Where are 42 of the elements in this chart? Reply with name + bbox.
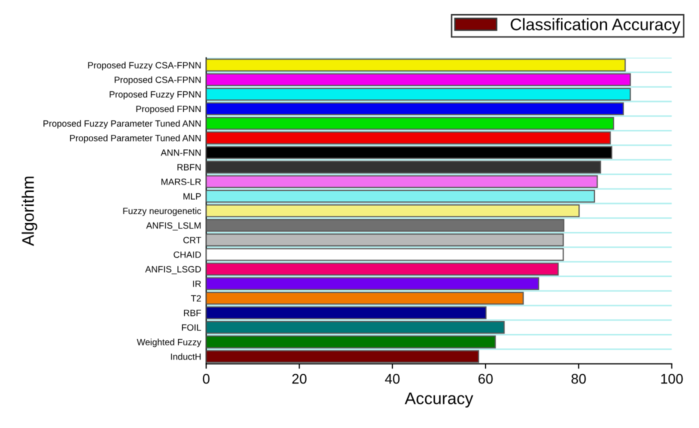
x-tick-label: 40 [385, 374, 400, 384]
bar [206, 306, 487, 320]
bar [206, 116, 614, 130]
y-tick-label: FOIL [182, 324, 202, 331]
y-tick-label: IR [193, 280, 201, 287]
y-tick-label: T2 [191, 295, 201, 302]
x-tick-label: 0 [202, 374, 210, 384]
y-tick-label: RBF [184, 310, 201, 316]
y-axis-title: Algorithm [22, 176, 38, 246]
bar [206, 175, 598, 188]
bar [206, 204, 580, 218]
y-tick-label: Proposed CSA-FPNN [114, 76, 201, 85]
legend-label: Classification Accuracy [510, 18, 680, 34]
y-tick-label: ANN-FNN [160, 150, 201, 156]
x-axis-title: Accuracy [404, 392, 474, 408]
x-tick-label: 100 [661, 374, 683, 384]
y-tick-label: Proposed Fuzzy FPNN [110, 90, 201, 100]
y-tick-label: CHAID [174, 251, 201, 258]
y-tick-label: ANFIS_LSLM [146, 222, 201, 230]
bar [206, 190, 596, 203]
y-tick-label: ANFIS_LSGD [145, 266, 201, 274]
y-tick-label: Proposed Fuzzy CSA-FPNN [88, 62, 201, 70]
x-tick-label: 60 [478, 374, 493, 384]
bar [206, 58, 626, 72]
y-tick-label: Fuzzy neurogenetic [123, 208, 202, 216]
y-tick-label: MLP [184, 193, 201, 200]
y-tick-label: CRT [183, 236, 202, 244]
y-tick-label: MARS-LR [161, 178, 201, 186]
y-tick-label: Proposed FPNN [136, 106, 201, 114]
y-tick-label: Weighted Fuzzy [136, 338, 202, 348]
x-tick-label: 20 [292, 374, 306, 384]
y-tick-label: RBFN [178, 164, 201, 170]
x-tick-label: 80 [572, 374, 586, 384]
bar [206, 292, 524, 305]
bar [206, 73, 631, 86]
bar [206, 218, 564, 232]
bar [206, 277, 540, 290]
y-tick-label: Proposed Fuzzy Parameter Tuned ANN [44, 120, 201, 128]
bar [206, 102, 624, 116]
y-tick-label: InductH [171, 353, 201, 360]
y-tick-label: Proposed Parameter Tuned ANN [70, 134, 201, 144]
bar [206, 88, 631, 101]
